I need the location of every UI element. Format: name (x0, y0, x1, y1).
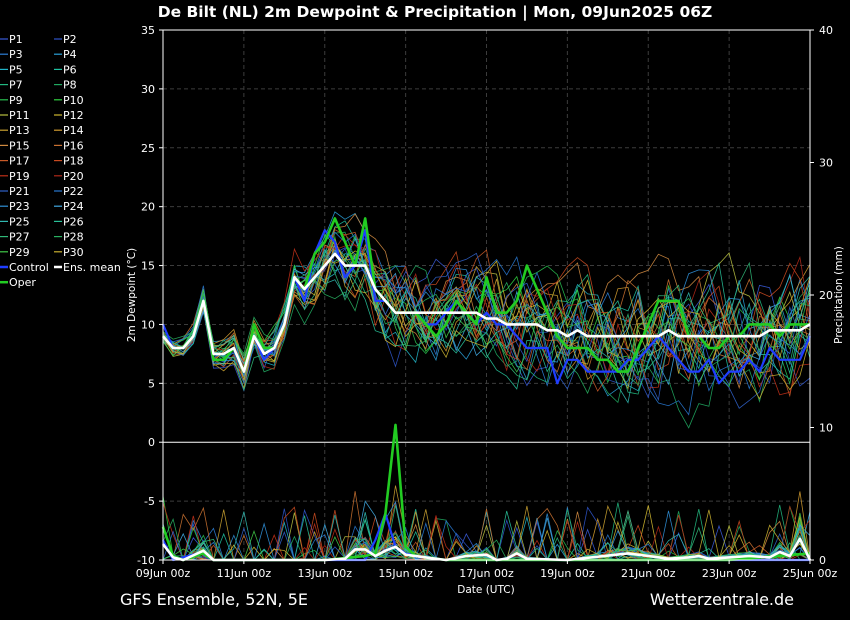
series-ens-mean-dewpoint (162, 252, 811, 373)
member-line-dewpoint (162, 229, 811, 398)
member-line-dewpoint (162, 231, 811, 429)
legend-label: P20 (63, 170, 84, 183)
member-line-dewpoint (162, 244, 811, 372)
grid (163, 30, 810, 560)
footer-right: Wetterzentrale.de (650, 590, 794, 609)
legend-label: P11 (9, 109, 30, 122)
x-tick-label: 13Jun 00z (298, 567, 353, 580)
legend-label: Control (9, 261, 49, 274)
legend-label: P10 (63, 94, 84, 107)
legend-label: P13 (9, 124, 30, 137)
x-tick-label: 19Jun 00z (540, 567, 595, 580)
y-tick-label: 10 (141, 318, 155, 331)
legend-label: P19 (9, 170, 30, 183)
legend-label: P24 (63, 200, 84, 213)
member-line-dewpoint (162, 213, 811, 390)
legend-label: P18 (63, 155, 84, 168)
chart-title: De Bilt (NL) 2m Dewpoint & Precipitation… (158, 3, 713, 22)
footer-left: GFS Ensemble, 52N, 5E (120, 590, 308, 609)
x-tick-label: 23Jun 00z (702, 567, 757, 580)
legend-label: P5 (9, 63, 23, 76)
legend-label: P23 (9, 200, 30, 213)
legend-label: P27 (9, 231, 30, 244)
legend-label: P4 (63, 48, 77, 61)
member-line-precipitation (162, 509, 811, 561)
legend-label: P30 (63, 246, 84, 259)
y2-axis-label: Precipitation (mm) (833, 246, 845, 344)
member-line-dewpoint (162, 238, 811, 373)
legend-label: P17 (9, 155, 30, 168)
y-tick-label: 0 (148, 436, 155, 449)
x-tick-label: 09Jun 00z (136, 567, 191, 580)
legend-label: P1 (9, 33, 23, 46)
y-tick-label: -5 (144, 495, 155, 508)
x-tick-label: 25Jun 00z (783, 567, 838, 580)
y-tick-label: 20 (141, 201, 155, 214)
legend-label: P29 (9, 246, 30, 259)
legend-label: P3 (9, 48, 23, 61)
member-line-precipitation (162, 502, 811, 562)
y-tick-label: -10 (137, 554, 155, 567)
member-line-dewpoint (162, 250, 811, 400)
y-tick-label: 35 (141, 24, 155, 37)
y-tick-label: 30 (141, 83, 155, 96)
x-tick-label: 11Jun 00z (217, 567, 272, 580)
series-oper-dewpoint (162, 217, 810, 373)
legend-label: P16 (63, 139, 84, 152)
legend-label: P15 (9, 139, 30, 152)
y2-axis-ticks: 40 30 20 10 0 (810, 24, 833, 567)
legend-label: P9 (9, 94, 23, 107)
legend-label: P28 (63, 231, 84, 244)
y-tick-label: 15 (141, 260, 155, 273)
member-line-dewpoint (162, 245, 811, 387)
member-line-dewpoint (162, 274, 811, 395)
x-axis-label: Date (UTC) (457, 584, 514, 596)
y-tick-label: 5 (148, 377, 155, 390)
y-axis-ticks: 35 30 25 20 15 10 5 0 -5 -10 (137, 24, 163, 567)
legend-label: P14 (63, 124, 84, 137)
member-line-dewpoint (162, 260, 811, 404)
series-control-dewpoint (161, 229, 812, 385)
y2-tick-label: 40 (819, 24, 833, 37)
legend-label: P2 (63, 33, 77, 46)
x-tick-label: 21Jun 00z (621, 567, 676, 580)
y2-tick-label: 30 (819, 157, 833, 170)
legend-label: P7 (9, 79, 23, 92)
y-axis-label: 2m Dewpoint (°C) (126, 248, 138, 342)
legend-label: P8 (63, 79, 77, 92)
legend-label: P22 (63, 185, 84, 198)
x-tick-label: 15Jun 00z (378, 567, 433, 580)
y2-tick-label: 20 (819, 289, 833, 302)
y2-tick-label: 10 (819, 422, 833, 435)
legend-label: Oper (9, 276, 36, 289)
x-axis-ticks: 09Jun 00z 11Jun 00z 13Jun 00z 15Jun 00z 17Ju… (136, 560, 838, 580)
legend-label: Ens. mean (63, 261, 121, 274)
y-tick-label: 25 (141, 142, 155, 155)
legend: P1 P2 P3 P4 P5 P6 P7 P8 P9 P10 P11 P12 P13 P14 P15 P16 P… (0, 33, 121, 289)
legend-label: P21 (9, 185, 30, 198)
legend-label: P26 (63, 215, 84, 228)
legend-label: P25 (9, 215, 30, 228)
y2-tick-label: 0 (819, 554, 826, 567)
member-line-dewpoint (162, 249, 811, 390)
x-tick-label: 17Jun 00z (459, 567, 514, 580)
legend-label: P6 (63, 63, 77, 76)
member-line-dewpoint (162, 242, 811, 383)
legend-label: P12 (63, 109, 84, 122)
